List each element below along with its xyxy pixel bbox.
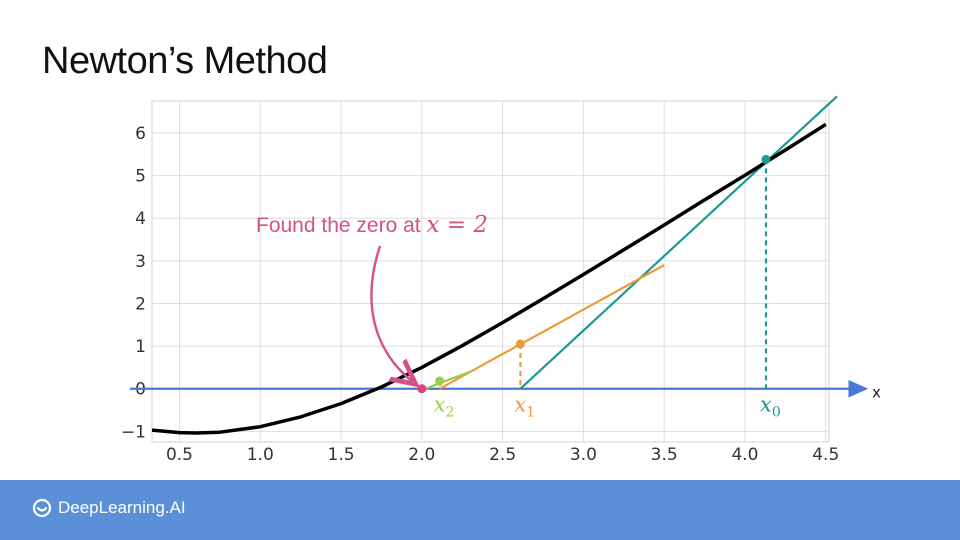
plot-frame	[151, 100, 830, 443]
newtons-method-chart: 0.51.01.52.02.53.03.54.04.5−10123456 x x…	[121, 95, 881, 465]
y-tick-label: −1	[121, 422, 146, 442]
x-tick-label: 3.5	[651, 445, 678, 465]
x-axis-label: x	[872, 384, 881, 402]
x-tick-label: 2.0	[408, 445, 435, 465]
tangent-line	[519, 95, 838, 390]
brand-name: DeepLearning.AI	[58, 498, 186, 517]
x-tick-label: 1.5	[328, 445, 355, 465]
x-tick-label: 1.0	[247, 445, 274, 465]
tangent-line	[439, 264, 665, 390]
x-tick-label: 4.0	[731, 445, 758, 465]
footer-bar: DeepLearning.AI	[0, 480, 960, 540]
function-curve	[151, 122, 827, 435]
x-tick-label: 0.5	[166, 445, 193, 465]
y-tick-label: 5	[135, 167, 146, 187]
y-tick-label: 3	[135, 252, 146, 272]
iterate-label: x2	[434, 393, 455, 421]
x-tick-label: 3.0	[570, 445, 597, 465]
iterate-point	[435, 376, 445, 386]
iterate-label: x1	[514, 393, 535, 421]
iterate-point	[515, 339, 525, 349]
x-tick-label: 2.5	[489, 445, 516, 465]
deeplearning-ai-logo-icon	[32, 498, 52, 518]
annotation-text: Found the zero at x = 2	[256, 212, 488, 238]
iterate-label: x0	[760, 393, 781, 421]
brand[interactable]: DeepLearning.AI	[32, 498, 186, 518]
annotation-arrow	[370, 245, 413, 383]
iterate-point	[761, 154, 771, 164]
y-tick-label: 2	[135, 294, 146, 314]
y-tick-label: 1	[135, 337, 146, 357]
x-tick-label: 4.5	[812, 445, 839, 465]
iterate-point	[417, 384, 427, 394]
y-tick-label: 4	[135, 209, 146, 229]
tangent-line	[424, 370, 471, 390]
slide-title: Newton’s Method	[42, 40, 328, 82]
y-tick-label: 6	[135, 124, 146, 144]
